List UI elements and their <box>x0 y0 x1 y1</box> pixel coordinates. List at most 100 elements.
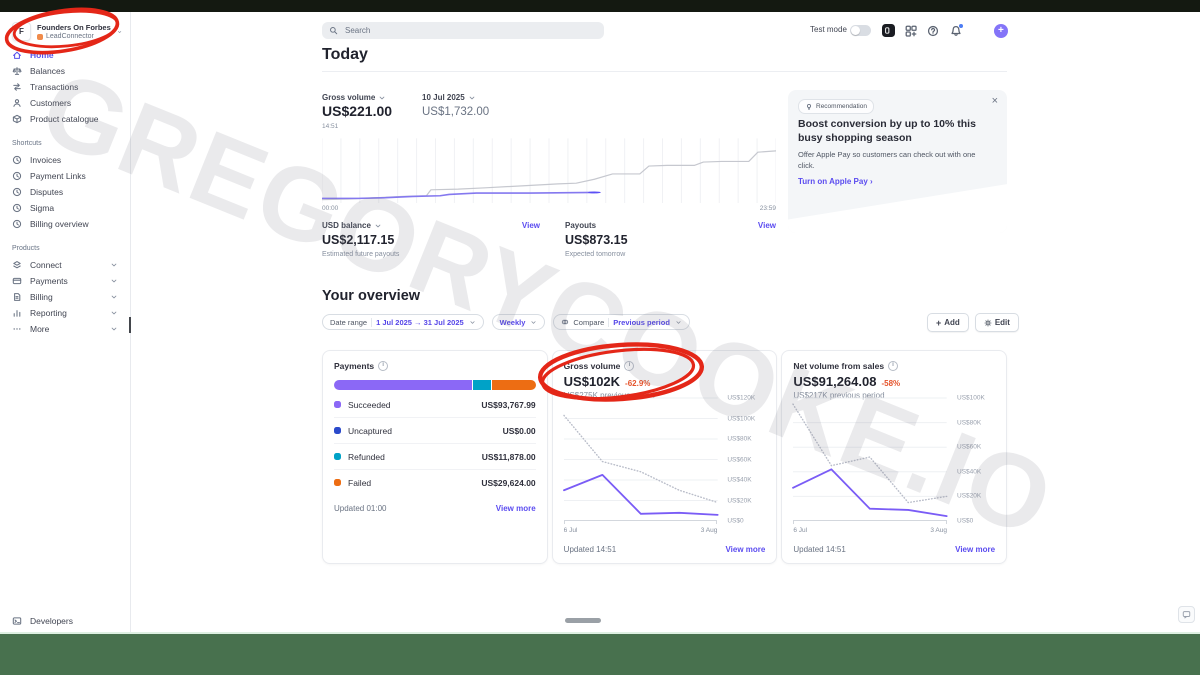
net-volume-card: Net volume from sales i US$91,264.08 -58… <box>781 350 1008 564</box>
payments-row-refunded[interactable]: Refunded US$11,878.00 <box>334 444 536 470</box>
help-icon[interactable] <box>927 25 939 37</box>
sidebar-item-payment-links[interactable]: Payment Links <box>0 168 130 184</box>
payments-view-more-link[interactable]: View more <box>495 504 536 513</box>
payouts-view-link[interactable]: View <box>757 221 776 230</box>
compare-date-value: US$1,732.00 <box>422 106 490 118</box>
sidebar-item-developers[interactable]: Developers <box>0 616 130 626</box>
sidebar-item-home[interactable]: Home <box>0 47 130 63</box>
search-input[interactable] <box>343 25 597 36</box>
more-icon <box>12 324 22 334</box>
add-button[interactable]: + Add <box>927 313 969 332</box>
settings-icon[interactable]: undefined <box>972 25 984 37</box>
payments-row-succeeded[interactable]: Succeeded US$93,767.99 <box>334 392 536 418</box>
sidebar-item-transactions[interactable]: Transactions <box>0 79 130 95</box>
horizontal-scrollbar-thumb[interactable] <box>565 618 601 623</box>
create-icon[interactable]: + <box>993 23 1008 38</box>
sidebar-item-balances[interactable]: Balances <box>0 63 130 79</box>
sidebar-item-sigma[interactable]: Sigma <box>0 200 130 216</box>
sidebar-item-label: More <box>30 324 50 334</box>
y-axis-label: US$100K <box>957 394 985 402</box>
search-bar[interactable] <box>322 22 604 39</box>
net-volume-view-more-link[interactable]: View more <box>955 545 996 554</box>
granularity-filter[interactable]: Weekly <box>491 314 546 330</box>
payments-breakdown-list: Succeeded US$93,767.99 Uncaptured US$0.00 Re… <box>334 392 536 495</box>
spark-x-end: 23:59 <box>759 205 776 212</box>
payments-row-value: US$0.00 <box>502 425 536 436</box>
info-icon[interactable]: i <box>378 361 389 371</box>
net-volume-chart <box>793 398 947 524</box>
sidebar-item-label: Disputes <box>30 187 64 197</box>
net-volume-card-value: US$91,264.08 <box>793 374 877 389</box>
test-mode-label: Test mode <box>810 25 847 34</box>
chevron-down-icon <box>530 319 537 326</box>
lightbulb-icon <box>805 103 813 111</box>
payments-row-uncaptured[interactable]: Uncaptured US$0.00 <box>334 418 536 444</box>
chat-icon <box>1182 610 1191 619</box>
topbar-icons: undefined + <box>882 23 1008 38</box>
compare-icon <box>561 318 569 326</box>
sidebar-item-connect[interactable]: Connect <box>0 257 130 273</box>
sidebar-item-disputes[interactable]: Disputes <box>0 184 130 200</box>
info-icon[interactable]: i <box>624 361 635 371</box>
clock-icon <box>12 203 22 213</box>
net-volume-y-axis: US$100K US$80K US$60K US$40K US$20K US$0 <box>951 394 995 525</box>
transactions-icon <box>12 82 22 92</box>
date-range-filter[interactable]: Date range 1 Jul 2025 → 31 Jul 2025 <box>322 314 484 330</box>
account-switcher[interactable]: F Founders On Forbes LeadConnector <box>0 12 130 47</box>
y-axis-label: US$80K <box>957 419 982 427</box>
info-icon[interactable]: i <box>888 361 899 371</box>
apps-icon[interactable] <box>905 25 917 37</box>
net-volume-x-axis: 6 Jul 3 Aug <box>793 527 947 534</box>
sidebar-item-payments[interactable]: Payments <box>0 273 130 289</box>
chat-launcher[interactable] <box>1178 606 1195 623</box>
usd-balance-caption: Estimated future payouts <box>322 251 400 258</box>
sidebar-item-customers[interactable]: Customers <box>0 95 130 111</box>
test-mode-toggle[interactable] <box>850 25 871 36</box>
gross-volume-card-title: Gross volume i <box>564 361 766 371</box>
gross-volume-dropdown[interactable]: Gross volume <box>322 93 386 102</box>
sidebar-item-label: Billing overview <box>30 219 89 229</box>
sidebar-item-billing[interactable]: Billing <box>0 289 130 305</box>
chevron-down-icon <box>378 94 386 102</box>
sidebar-item-invoices[interactable]: Invoices <box>0 152 130 168</box>
sidebar-item-billing-overview[interactable]: Billing overview <box>0 216 130 232</box>
recommendation-cta[interactable]: Turn on Apple Pay › <box>798 177 873 186</box>
sidebar-item-label: Connect <box>30 260 62 270</box>
x-axis-label: 3 Aug <box>700 527 718 534</box>
decorative-wedge <box>788 184 1007 233</box>
usd-balance-dropdown[interactable]: USD balance <box>322 221 382 230</box>
sidebar-nav-main: Home Balances Transactions Customers Product… <box>0 47 130 127</box>
gross-volume-view-more-link[interactable]: View more <box>725 545 766 554</box>
customers-icon <box>12 98 22 108</box>
notifications-icon[interactable] <box>950 23 963 37</box>
gross-volume-time: 14:51 <box>322 123 339 130</box>
compare-filter[interactable]: Compare Previous period <box>553 314 690 330</box>
edit-button[interactable]: Edit <box>974 313 1019 332</box>
status-dot <box>334 453 341 460</box>
home-icon <box>12 50 22 60</box>
sidebar-item-reporting[interactable]: Reporting <box>0 305 130 321</box>
chevron-down-icon <box>675 319 682 326</box>
overview-heading: Your overview <box>322 288 421 304</box>
recommendation-title: Boost conversion by up to 10% this busy … <box>798 118 976 144</box>
y-axis-label: US$60K <box>957 443 982 451</box>
bar-segment-succeeded <box>334 380 473 390</box>
sidebar-item-more[interactable]: More <box>0 321 130 337</box>
x-axis-label: 3 Aug <box>930 527 948 534</box>
payments-row-value: US$93,767.99 <box>481 399 536 410</box>
net-volume-previous: US$217K previous period <box>793 391 885 400</box>
chevron-down-icon <box>110 309 118 317</box>
close-icon[interactable]: × <box>991 95 998 107</box>
workbench-icon[interactable] <box>882 24 895 37</box>
net-volume-card-title: Net volume from sales i <box>793 361 995 371</box>
payments-row-failed[interactable]: Failed US$29,624.00 <box>334 470 536 495</box>
chevron-down-icon <box>468 94 476 102</box>
sidebar: F Founders On Forbes LeadConnector Home B… <box>0 12 131 634</box>
compare-date-dropdown[interactable]: 10 Jul 2025 <box>422 93 476 102</box>
sidebar-item-label: Customers <box>30 98 72 108</box>
sidebar-nav-shortcuts: Invoices Payment Links Disputes Sigma Billin… <box>0 152 130 232</box>
sidebar-item-product-catalogue[interactable]: Product catalogue <box>0 111 130 127</box>
usd-balance-view-link[interactable]: View <box>521 221 540 230</box>
sidebar-scrollbar[interactable] <box>129 317 131 333</box>
payments-updated: Updated 01:00 <box>334 504 387 513</box>
